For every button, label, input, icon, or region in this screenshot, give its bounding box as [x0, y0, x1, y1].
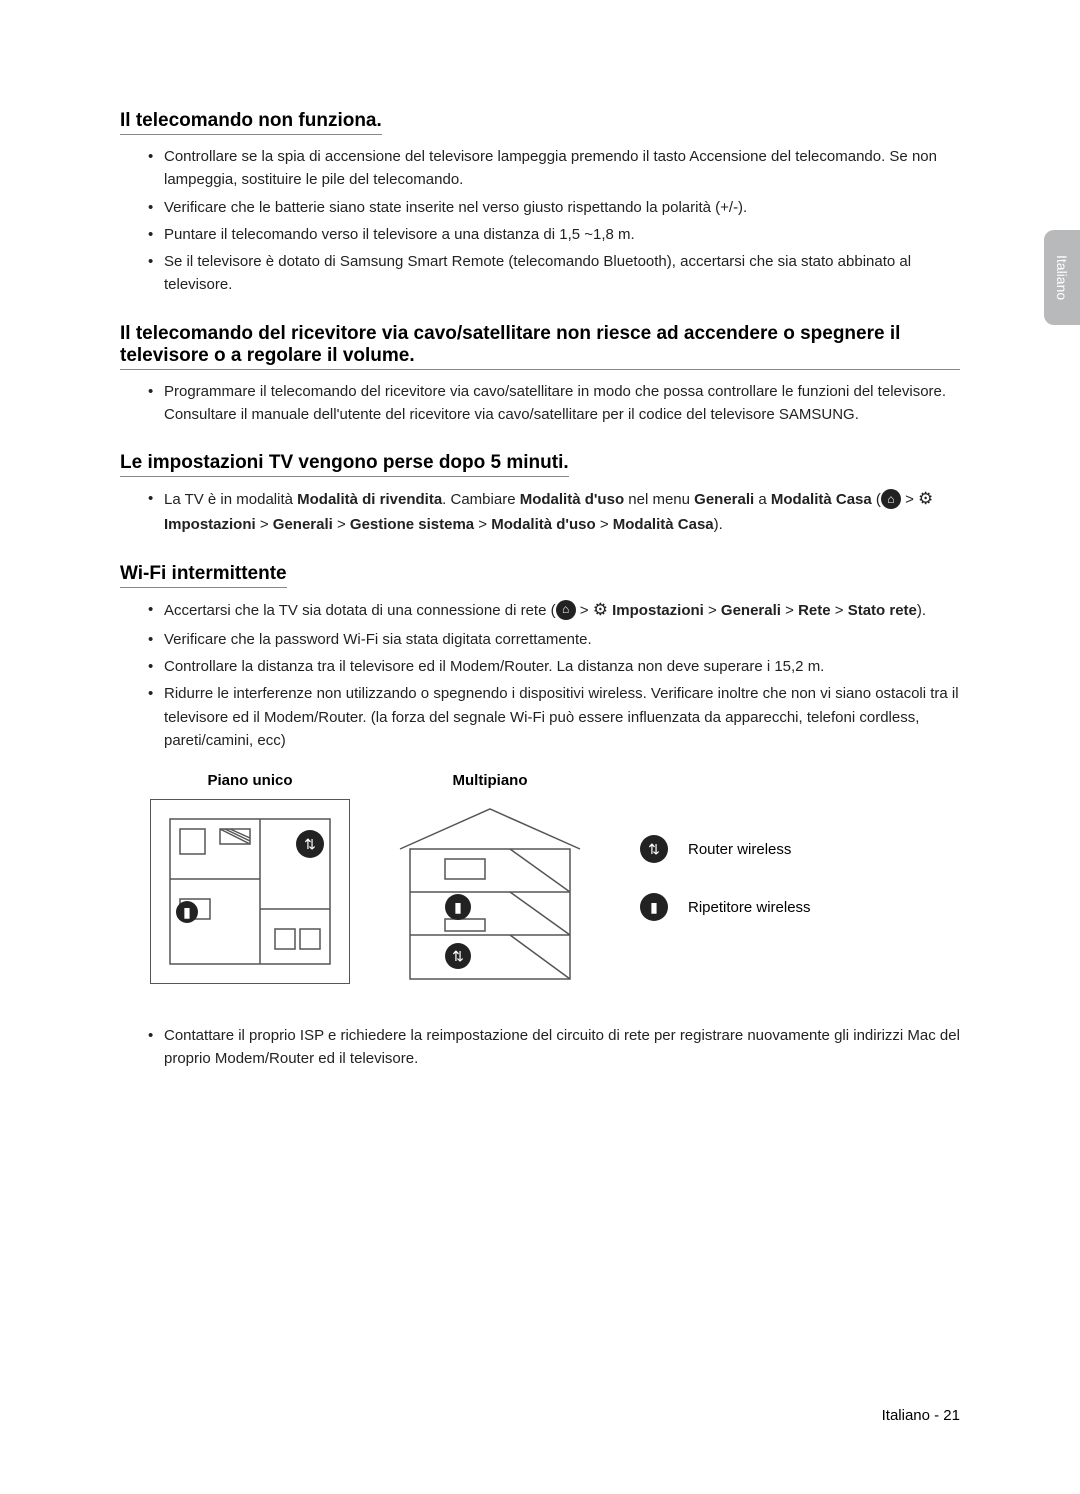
gear-icon: ⚙	[918, 486, 933, 512]
router-icon: ⇅	[640, 835, 668, 863]
section-cable-remote: Il telecomando del ricevitore via cavo/s…	[120, 323, 960, 427]
language-tab: Italiano	[1044, 230, 1080, 325]
bullet: Contattare il proprio ISP e richiedere l…	[150, 1024, 960, 1071]
legend-label: Router wireless	[688, 841, 791, 858]
bullet: Controllare la distanza tra il televisor…	[150, 655, 960, 678]
bullet: Verificare che le batterie siano state i…	[150, 196, 960, 219]
router-icon: ⇅	[445, 943, 471, 969]
bullet: Se il televisore è dotato di Samsung Sma…	[150, 250, 960, 297]
repeater-icon: ▮	[640, 893, 668, 921]
diagram-multi-floor: Multipiano ▮ ⇅	[390, 772, 590, 984]
bullet: Verificare che la password Wi-Fi sia sta…	[150, 628, 960, 651]
diagrams-row: Piano unico ⇅ ▮	[150, 772, 960, 984]
language-tab-label: Italiano	[1054, 255, 1070, 300]
section-wifi: Wi-Fi intermittente Accertarsi che la TV…	[120, 563, 960, 1071]
bullet: Controllare se la spia di accensione del…	[150, 145, 960, 192]
floorplan-multi: ▮ ⇅	[390, 799, 590, 984]
diagram-legend: ⇅ Router wireless ▮ Ripetitore wireless	[640, 772, 811, 984]
section-title: Le impostazioni TV vengono perse dopo 5 …	[120, 452, 569, 477]
bullet: Puntare il telecomando verso il televiso…	[150, 223, 960, 246]
section-settings-lost: Le impostazioni TV vengono perse dopo 5 …	[120, 452, 960, 537]
router-icon: ⇅	[296, 830, 324, 858]
bullet: Accertarsi che la TV sia dotata di una c…	[150, 598, 960, 624]
diagram-single-floor: Piano unico ⇅ ▮	[150, 772, 350, 984]
section-title: Il telecomando non funziona.	[120, 110, 382, 135]
home-icon	[556, 600, 576, 620]
bullet: La TV è in modalità Modalità di rivendit…	[150, 487, 960, 537]
section-title: Wi-Fi intermittente	[120, 563, 287, 588]
legend-label: Ripetitore wireless	[688, 899, 811, 916]
bullet: Programmare il telecomando del ricevitor…	[150, 380, 960, 427]
section-remote-not-working: Il telecomando non funziona. Controllare…	[120, 110, 960, 297]
home-icon	[881, 489, 901, 509]
page-footer: Italiano - 21	[882, 1407, 960, 1424]
section-title: Il telecomando del ricevitore via cavo/s…	[120, 323, 960, 370]
bullet: Ridurre le interferenze non utilizzando …	[150, 682, 960, 752]
repeater-icon: ▮	[445, 894, 471, 920]
floorplan-single: ⇅ ▮	[150, 799, 350, 984]
gear-icon: ⚙	[593, 597, 608, 623]
